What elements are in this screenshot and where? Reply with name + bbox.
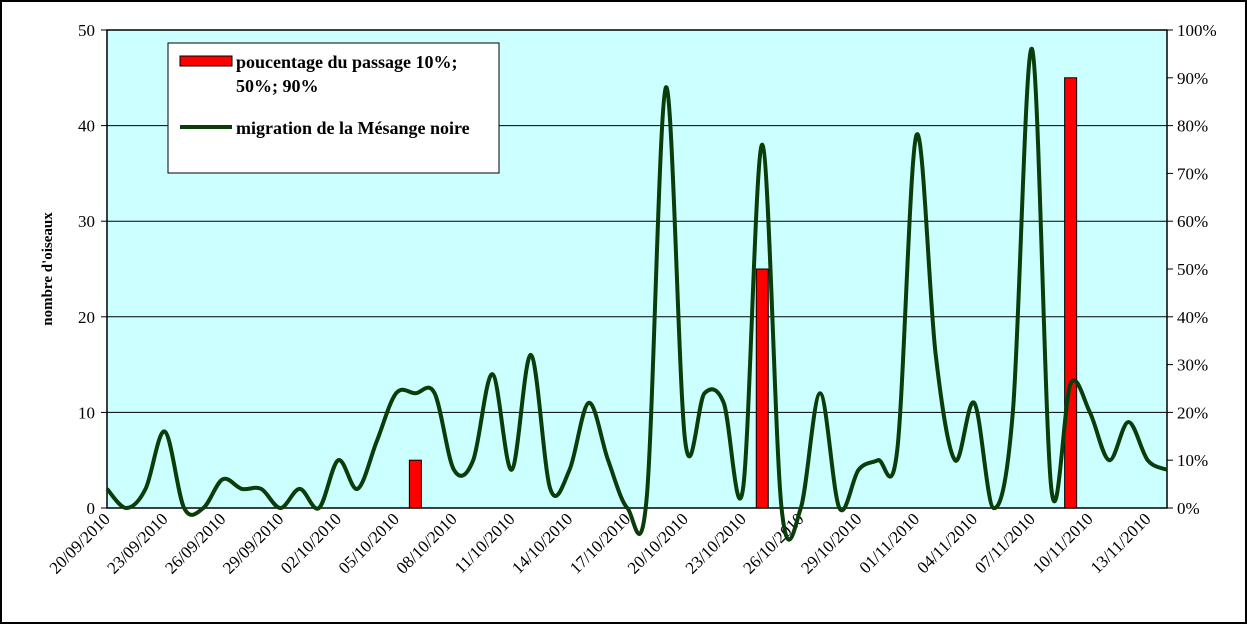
y-tick-label: 20 [78, 308, 95, 327]
legend-label: migration de la Mésange noire [236, 118, 470, 138]
y2-tick-label: 50% [1177, 260, 1208, 279]
bar [1064, 77, 1078, 509]
legend-label-box: migration de la Mésange noire [236, 118, 470, 138]
legend-swatch [179, 55, 233, 67]
y2-tick-label: 20% [1177, 403, 1208, 422]
y-tick-label: 10 [78, 403, 95, 422]
y-tick-label: 50 [78, 21, 95, 40]
y2-tick-label: 30% [1177, 356, 1208, 375]
y2-tick-label: 10% [1177, 451, 1208, 470]
y-tick-label: 40 [78, 117, 95, 136]
y-axis-title: nombre d'oiseaux [40, 212, 56, 326]
legend-label-box: poucentage du passage 10%; 50%; 90% [236, 52, 458, 96]
bar [408, 459, 422, 509]
y2-tick-label: 70% [1177, 164, 1208, 183]
line [105, 47, 1168, 542]
y2-tick-label: 0% [1177, 499, 1200, 518]
bar [755, 268, 769, 509]
plot-border [106, 29, 1168, 509]
plot-area: 0 10 20 30 40 50 0% 10% 20% 30% 40% 50% 60% 70% 80% 90%… [46, 21, 1217, 578]
y2-tick-label: 100% [1177, 21, 1217, 40]
y2-tick-label: 90% [1177, 69, 1208, 88]
y2-tick-label: 80% [1177, 117, 1208, 136]
legend: poucentage du passage 10%; 50%; 90% migra… [167, 42, 500, 174]
y2-tick-label: 40% [1177, 308, 1208, 327]
y-tick-label: 0 [87, 499, 96, 518]
legend-label: poucentage du passage 10%; 50%; 90% [236, 52, 458, 96]
y2-tick-label: 60% [1177, 212, 1208, 231]
y-tick-label: 30 [78, 212, 95, 231]
